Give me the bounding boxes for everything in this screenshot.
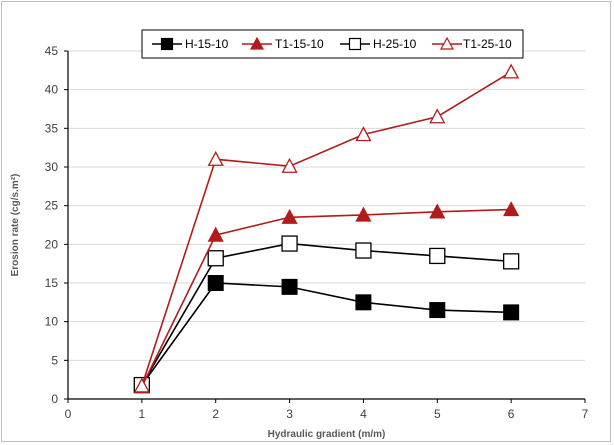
legend: H-15-10 T1-15-10 H-25-10 T1-25-10	[141, 29, 524, 59]
point-T1-25-10-4	[355, 126, 372, 142]
series-H-25-10	[133, 235, 520, 394]
legend-marker-T1-15-10	[249, 36, 265, 50]
point-H-15-10-5	[429, 302, 446, 319]
legend-item-T1-15-10: T1-15-10	[242, 36, 324, 51]
point-H-15-10-4	[355, 294, 372, 311]
x-tick-label-2: 2	[212, 407, 219, 421]
point-T1-25-10-2	[207, 150, 224, 166]
y-tick-label-20: 20	[45, 237, 59, 251]
legend-label-H-15-10: H-15-10	[185, 37, 229, 51]
y-tick-label-0: 0	[51, 392, 58, 406]
y-tick-label-15: 15	[45, 276, 59, 290]
y-tick-label-10: 10	[45, 315, 59, 329]
point-H-25-10-2	[207, 250, 224, 267]
point-H-25-10-3	[281, 235, 298, 252]
y-tick-label-30: 30	[45, 160, 59, 174]
y-tick-label-40: 40	[45, 83, 59, 97]
y-tick-labels: 0 5 10 15 20 25 30 35 40 45	[45, 44, 68, 406]
x-tick-label-6: 6	[508, 407, 515, 421]
point-H-25-10-4	[355, 242, 372, 259]
x-tick-label-4: 4	[360, 407, 367, 421]
legend-marker-H-15-10	[160, 37, 174, 51]
point-T1-15-10-3	[281, 208, 298, 224]
point-T1-15-10-4	[355, 206, 372, 222]
y-tick-label-35: 35	[45, 121, 59, 135]
point-H-25-10-6	[502, 253, 520, 270]
y-axis-title: Erosion rate (cg/s.m²)	[10, 174, 21, 277]
series-line-H-25-10	[141, 242, 512, 386]
y-tick-label-45: 45	[45, 44, 59, 58]
legend-label-T1-25-10: T1-25-10	[463, 37, 512, 51]
series-layer	[133, 63, 520, 394]
point-H-15-10-2	[207, 275, 224, 291]
x-tick-label-7: 7	[582, 407, 589, 421]
point-T1-15-10-2	[207, 226, 224, 242]
point-T1-25-10-3	[281, 157, 298, 173]
series-line-T1-25-10	[141, 71, 512, 387]
point-T1-25-10-5	[429, 108, 446, 124]
series-line-T1-15-10	[141, 208, 512, 387]
legend-item-H-15-10: H-15-10	[152, 37, 229, 51]
y-tick-label-25: 25	[45, 199, 59, 213]
legend-item-H-25-10: H-25-10	[340, 37, 417, 51]
x-tick-label-5: 5	[434, 407, 441, 421]
x-tick-labels: 0 1 2 3 4 5 6 7	[65, 399, 589, 421]
point-H-25-10-5	[429, 247, 446, 265]
point-T1-15-10-6	[503, 201, 520, 217]
legend-label-T1-15-10: T1-15-10	[275, 37, 324, 51]
point-T1-25-10-1	[133, 377, 150, 393]
legend-item-T1-25-10: T1-25-10	[432, 36, 512, 51]
series-T1-25-10	[133, 63, 520, 393]
point-H-15-10-6	[503, 304, 520, 321]
axes	[67, 51, 585, 400]
x-tick-label-3: 3	[286, 407, 293, 421]
y-tick-label-5: 5	[51, 353, 58, 367]
point-T1-25-10-6	[503, 63, 520, 79]
legend-label-H-25-10: H-25-10	[373, 37, 417, 51]
legend-marker-T1-25-10	[439, 36, 455, 50]
x-axis-title: Hydraulic gradient (m/m)	[268, 429, 386, 440]
point-T1-15-10-5	[429, 203, 446, 219]
legend-marker-H-25-10	[348, 37, 362, 51]
series-H-15-10	[133, 275, 520, 394]
x-tick-label-1: 1	[139, 407, 146, 421]
series-line-H-15-10	[141, 282, 512, 386]
point-H-15-10-3	[281, 278, 298, 295]
x-tick-label-0: 0	[65, 407, 72, 421]
